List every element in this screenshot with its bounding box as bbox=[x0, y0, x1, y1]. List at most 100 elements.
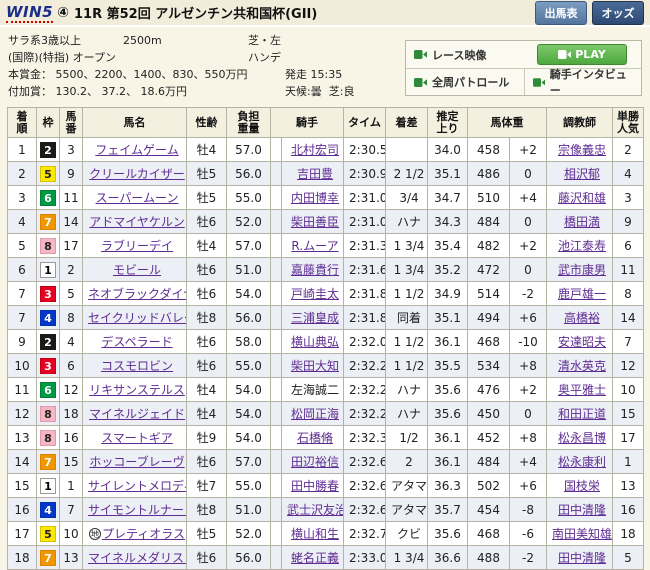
jockey-link[interactable]: 田中勝春 bbox=[290, 479, 339, 493]
entries-button[interactable]: 出馬表 bbox=[535, 0, 587, 25]
trainer-link[interactable]: 相沢郁 bbox=[563, 167, 600, 181]
jockey-link[interactable]: 武士沢友治 bbox=[287, 503, 344, 517]
horse-link[interactable]: ネオブラックダイヤ bbox=[88, 287, 187, 301]
horse-no-cell: 18 bbox=[59, 401, 83, 426]
jockey-link[interactable]: 横山典弘 bbox=[290, 335, 339, 349]
time-cell: 2:32.2 bbox=[343, 353, 386, 378]
jockey-link[interactable]: 戸崎圭太 bbox=[290, 287, 339, 301]
jockey-link[interactable]: 横山和生 bbox=[290, 527, 339, 541]
horse-link[interactable]: ホッコーブレーヴ bbox=[89, 455, 185, 469]
trainer-link[interactable]: 田中清隆 bbox=[557, 551, 606, 565]
jockey-cell: 武士沢友治 bbox=[281, 497, 344, 522]
horse-link[interactable]: マイネルメダリスト bbox=[88, 551, 187, 565]
jockey-interview-link[interactable]: 騎手インタビュー bbox=[523, 68, 641, 97]
trainer-link[interactable]: 松永康利 bbox=[557, 455, 606, 469]
horse-link[interactable]: モビール bbox=[112, 263, 161, 277]
jockey-cell: 北村宏司 bbox=[281, 137, 344, 162]
jockey-link[interactable]: 三浦皇成 bbox=[290, 311, 339, 325]
jockey-link[interactable]: 嘉藤貴行 bbox=[290, 263, 339, 277]
horse-link[interactable]: コスモロビン bbox=[100, 359, 173, 373]
horse-no-cell: 6 bbox=[59, 353, 83, 378]
trainer-link[interactable]: 和田正道 bbox=[557, 407, 606, 421]
margin-cell: 同着 bbox=[385, 305, 428, 330]
trainer-link[interactable]: 武市康男 bbox=[557, 263, 606, 277]
frame-badge: 3 bbox=[40, 285, 56, 302]
jockey-link[interactable]: 松岡正海 bbox=[290, 407, 339, 421]
trainer-link[interactable]: 南田美知雄 bbox=[552, 527, 613, 541]
margin-cell: 1 3/4 bbox=[385, 257, 428, 282]
jockey-link[interactable]: R.ムーア bbox=[291, 239, 339, 253]
trainer-link[interactable]: 田中清隆 bbox=[557, 503, 606, 517]
frame-cell: 3 bbox=[36, 353, 60, 378]
horse-link[interactable]: スーパームーン bbox=[95, 191, 179, 205]
table-row: 10 3 6 コスモロビン 牡6 55.0 柴田大知 2:32.2 1 1/2 35.5 534 +8… bbox=[7, 353, 644, 378]
blinker-cell bbox=[270, 425, 282, 450]
horse-link[interactable]: サイレントメロディ bbox=[88, 479, 187, 493]
horse-link[interactable]: クリールカイザー bbox=[89, 167, 185, 181]
horse-link[interactable]: サイモントルナーレ bbox=[88, 503, 187, 517]
trainer-link[interactable]: 池江泰寿 bbox=[557, 239, 606, 253]
trainer-link[interactable]: 藤沢和雄 bbox=[557, 191, 606, 205]
horse-link[interactable]: プレティオラス bbox=[101, 527, 186, 541]
frame-cell: 7 bbox=[36, 209, 60, 234]
weight-cell: 58.0 bbox=[226, 329, 271, 354]
frame-cell: 8 bbox=[36, 401, 60, 426]
trainer-link[interactable]: 国枝栄 bbox=[563, 479, 600, 493]
horse-name-cell: アドマイヤケルン bbox=[82, 209, 187, 234]
jockey-link[interactable]: 石橋脩 bbox=[296, 431, 333, 445]
table-row: 14 7 15 ホッコーブレーヴ 牡6 57.0 田辺裕信 2:32.6 2 36.1 484 +4 松… bbox=[7, 449, 644, 474]
sex-age-cell: 牡4 bbox=[186, 401, 227, 426]
jockey-link[interactable]: 吉田豊 bbox=[296, 167, 333, 181]
horse-link[interactable]: ラブリーデイ bbox=[100, 239, 173, 253]
weight-cell: 55.0 bbox=[226, 353, 271, 378]
table-row: 5 8 17 ラブリーデイ 牡4 57.0 R.ムーア 2:31.3 1 3/4 35.4 482 +… bbox=[7, 233, 644, 258]
jockey-link[interactable]: 北村宏司 bbox=[290, 143, 339, 157]
header-horse-name: 馬名 bbox=[82, 107, 187, 138]
jockey-link[interactable]: 内田博幸 bbox=[290, 191, 339, 205]
horse-link[interactable]: スマートギア bbox=[101, 431, 173, 445]
trainer-link[interactable]: 鹿戸雄一 bbox=[557, 287, 606, 301]
pos-cell: 17 bbox=[7, 521, 37, 546]
horse-link[interactable]: セイクリッドバレー bbox=[88, 311, 187, 325]
table-row: 7 4 8 セイクリッドバレー 牡8 56.0 三浦皇成 2:31.8 同着 35.1 494 +6 高… bbox=[7, 305, 644, 330]
jockey-link[interactable]: 柴田大知 bbox=[290, 359, 339, 373]
frame-badge: 5 bbox=[40, 525, 56, 542]
jockey-cell: 戸崎圭太 bbox=[281, 281, 344, 306]
frame-badge: 7 bbox=[40, 549, 56, 566]
last3f-cell: 34.3 bbox=[427, 209, 468, 234]
sex-age-cell: 牡7 bbox=[186, 473, 227, 498]
time-cell: 2:31.0 bbox=[343, 209, 386, 234]
jockey-link[interactable]: 蛯名正義 bbox=[290, 551, 339, 565]
trainer-link[interactable]: 高橋裕 bbox=[563, 311, 600, 325]
trainer-link[interactable]: 橋田満 bbox=[563, 215, 600, 229]
trainer-link[interactable]: 奥平雅士 bbox=[557, 383, 606, 397]
horse-link[interactable]: デスペラード bbox=[101, 335, 173, 349]
prize-money: 本賞金： 5500、2200、1400、830、550万円 bbox=[8, 68, 248, 81]
play-button[interactable]: PLAY bbox=[537, 44, 627, 65]
trainer-link[interactable]: 松永昌博 bbox=[557, 431, 606, 445]
horse-name-cell: モビール bbox=[82, 257, 187, 282]
results-table: 着 順 枠 馬 番 馬名 性齢 負担 重量 騎手 タイム 着差 推定 上り 馬体… bbox=[7, 107, 644, 570]
last3f-cell: 36.1 bbox=[427, 425, 468, 450]
weight-diff-cell: 0 bbox=[509, 209, 547, 234]
odds-button[interactable]: オッズ bbox=[592, 0, 644, 25]
race-course: 芝・左 bbox=[248, 34, 281, 47]
jockey-link[interactable]: 田辺裕信 bbox=[290, 455, 339, 469]
time-cell: 2:32.7 bbox=[343, 521, 386, 546]
trainer-link[interactable]: 清水英克 bbox=[557, 359, 606, 373]
race-video-link[interactable]: レース映像 bbox=[406, 47, 523, 63]
page-title: 11R 第52回 アルゼンチン共和国杯(GII) bbox=[73, 7, 318, 22]
jockey-cell: 嘉藤貴行 bbox=[281, 257, 344, 282]
trainer-link[interactable]: 宗像義忠 bbox=[557, 143, 606, 157]
horse-link[interactable]: アドマイヤケルン bbox=[89, 215, 185, 229]
patrol-video-link[interactable]: 全周パトロール bbox=[406, 69, 523, 95]
horse-link[interactable]: リキサンステルス bbox=[89, 383, 185, 397]
jockey-link[interactable]: 柴田善臣 bbox=[290, 215, 339, 229]
fav-cell: 10 bbox=[612, 377, 644, 402]
horse-link[interactable]: マイネルジェイド bbox=[88, 407, 185, 421]
trainer-link[interactable]: 安達昭夫 bbox=[557, 335, 606, 349]
jockey-cell: 柴田善臣 bbox=[281, 209, 344, 234]
horse-link[interactable]: フェイムゲーム bbox=[95, 143, 179, 157]
body-weight-cell: 452 bbox=[467, 425, 510, 450]
jockey-cell: 石橋脩 bbox=[281, 425, 344, 450]
